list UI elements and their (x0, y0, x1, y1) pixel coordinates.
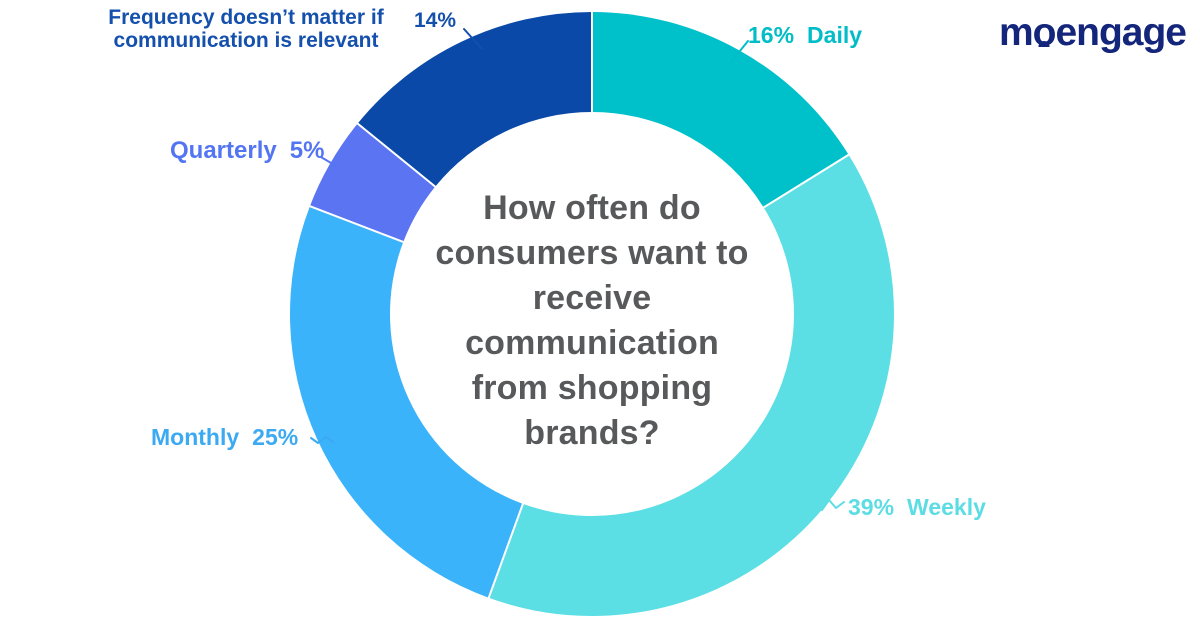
logo-o-glyph: o (1032, 11, 1057, 54)
segment-separator (356, 122, 437, 189)
moengage-logo-text: mo engage (998, 11, 1187, 54)
segment-separator (762, 153, 850, 209)
center-question-line: consumers want to (435, 234, 749, 272)
leader-line-monthly (310, 436, 334, 444)
label-weekly-name: Weekly (907, 494, 986, 520)
label-daily: 16% Daily (748, 22, 862, 49)
center-question-line: from shopping (471, 369, 713, 407)
leader-line-daily (730, 40, 749, 63)
label-daily-name: Daily (807, 22, 863, 48)
leader-line-weekly (821, 499, 845, 511)
label-frequency: Frequency doesn’t matter if communicatio… (88, 6, 404, 52)
donut-segment-frequency (357, 12, 592, 187)
leader-line-frequency (463, 28, 483, 50)
center-question: How often do consumers want to receive c… (382, 186, 802, 456)
label-quarterly: Quarterly 5% (170, 137, 324, 165)
label-frequency-pct: 14% (414, 9, 457, 32)
label-weekly-pct: 39% (848, 494, 895, 520)
label-quarterly-name: Quarterly (170, 137, 277, 164)
center-question-line: brands? (524, 414, 660, 452)
label-monthly-name: Monthly (151, 424, 240, 450)
donut-segment-daily (592, 12, 849, 208)
center-question-line: How often do (483, 189, 701, 227)
donut-segment-quarterly (309, 123, 436, 242)
label-frequency-line2: communication is relevant (113, 29, 379, 52)
label-frequency-line1: Frequency doesn’t matter if (108, 6, 384, 29)
logo-o-smile-icon (1038, 41, 1050, 47)
donut-segment-weekly (488, 154, 894, 616)
label-monthly-pct: 25% (252, 424, 299, 450)
label-quarterly-pct: 5% (289, 137, 325, 164)
label-weekly: 39% Weekly (848, 494, 986, 521)
moengage-logo: mo engage (998, 11, 1187, 55)
segment-separator (308, 204, 405, 244)
segment-separator (487, 502, 525, 600)
center-question-line: communication (465, 324, 719, 362)
label-monthly: Monthly 25% (151, 424, 298, 451)
donut-segment-monthly (289, 206, 523, 598)
center-question-line: receive (532, 279, 652, 317)
label-daily-pct: 16% (748, 22, 795, 48)
leader-line-quarterly (320, 156, 337, 167)
